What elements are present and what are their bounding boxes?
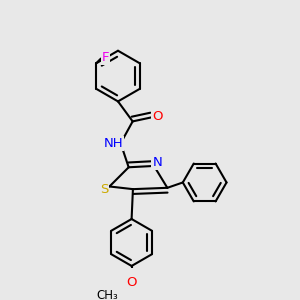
Text: NH: NH — [103, 137, 123, 150]
Text: F: F — [102, 51, 110, 64]
Text: N: N — [152, 156, 162, 169]
Text: S: S — [100, 183, 108, 196]
Text: O: O — [152, 110, 163, 123]
Text: CH₃: CH₃ — [97, 289, 119, 300]
Text: O: O — [126, 276, 137, 289]
